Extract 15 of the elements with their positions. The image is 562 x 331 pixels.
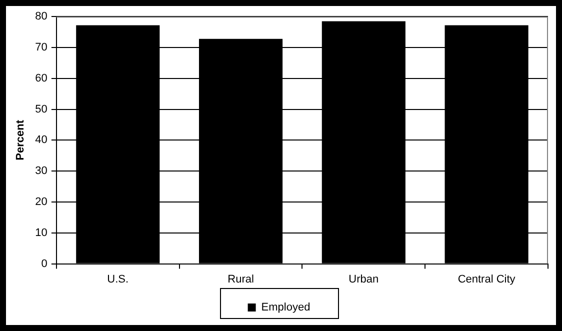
x-tick-label: Central City — [458, 273, 516, 286]
legend-label: Employed — [261, 302, 310, 314]
x-tick-label: Urban — [348, 273, 379, 286]
y-tick-label: 70 — [35, 42, 48, 54]
y-tick-label: 10 — [35, 226, 48, 239]
y-tick-label: 30 — [35, 165, 48, 178]
y-tick-label: 40 — [35, 134, 48, 146]
x-tick-label: U.S. — [107, 273, 129, 286]
y-tick-label: 80 — [35, 10, 48, 23]
x-tick-label: Rural — [228, 273, 254, 286]
y-tick-label: 60 — [35, 72, 48, 84]
y-tick-label: 0 — [41, 258, 48, 270]
y-tick-label: 50 — [35, 103, 48, 116]
y-tick-label: 20 — [35, 196, 48, 208]
y-axis-title: Percent — [14, 120, 27, 160]
